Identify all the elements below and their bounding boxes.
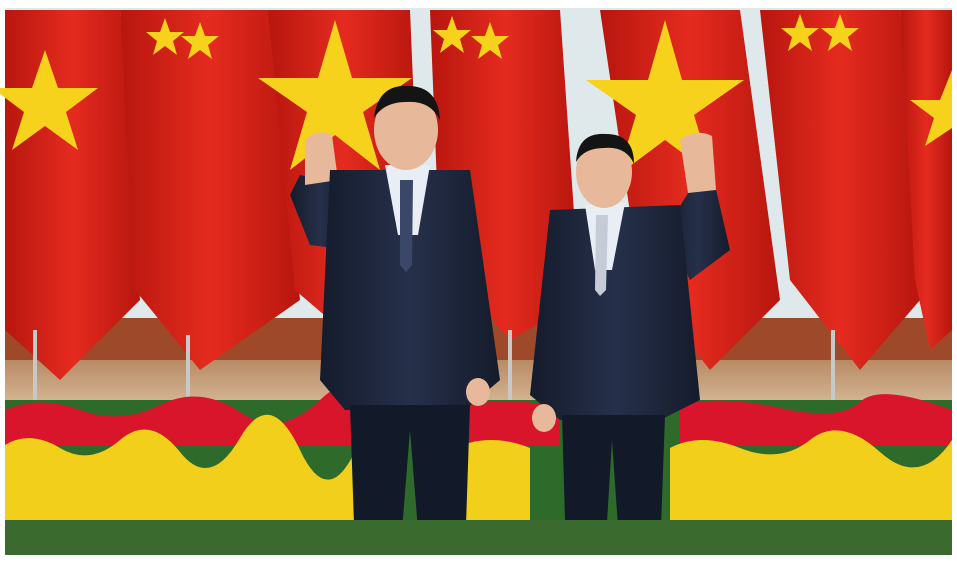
person-right-hair [576,133,634,164]
flag-7 [900,10,952,350]
person-left-lower-hand [466,378,490,406]
person-left-face [374,90,438,170]
flag-5-star-icon [586,20,744,175]
person-left-tie [400,180,413,272]
flag-2 [120,10,300,370]
flag-6 [760,10,920,370]
flag-poles [33,330,835,410]
flag-4-star-icon [433,16,471,53]
flag-row [0,10,952,380]
person-left-hair [374,85,440,120]
flag-7-star-icon [910,70,952,146]
flag-2-star2-icon [181,22,219,59]
person-left [290,85,500,555]
flag-3-star-icon [258,20,412,170]
yellow-flowers-mid [455,440,530,520]
person-left-hand [305,132,338,185]
yellow-flowers [5,414,360,520]
person-right-face [576,136,632,208]
person-right-tie [595,215,608,296]
floor [5,520,952,555]
flag-6-star-icon [781,14,819,51]
yellow-flowers-right [670,430,952,520]
red-flowers [5,382,400,445]
person-right-lower-hand [532,404,556,432]
person-left-jacket [320,170,500,410]
person-right-hand [680,132,716,193]
flag-2-star-icon [146,18,184,55]
flag-6-star2-icon [821,14,859,51]
person-left-trousers [350,405,470,555]
flag-4-star2-icon [471,22,509,59]
person-right-jacket [530,205,700,420]
flag-1-star-icon [0,50,98,150]
